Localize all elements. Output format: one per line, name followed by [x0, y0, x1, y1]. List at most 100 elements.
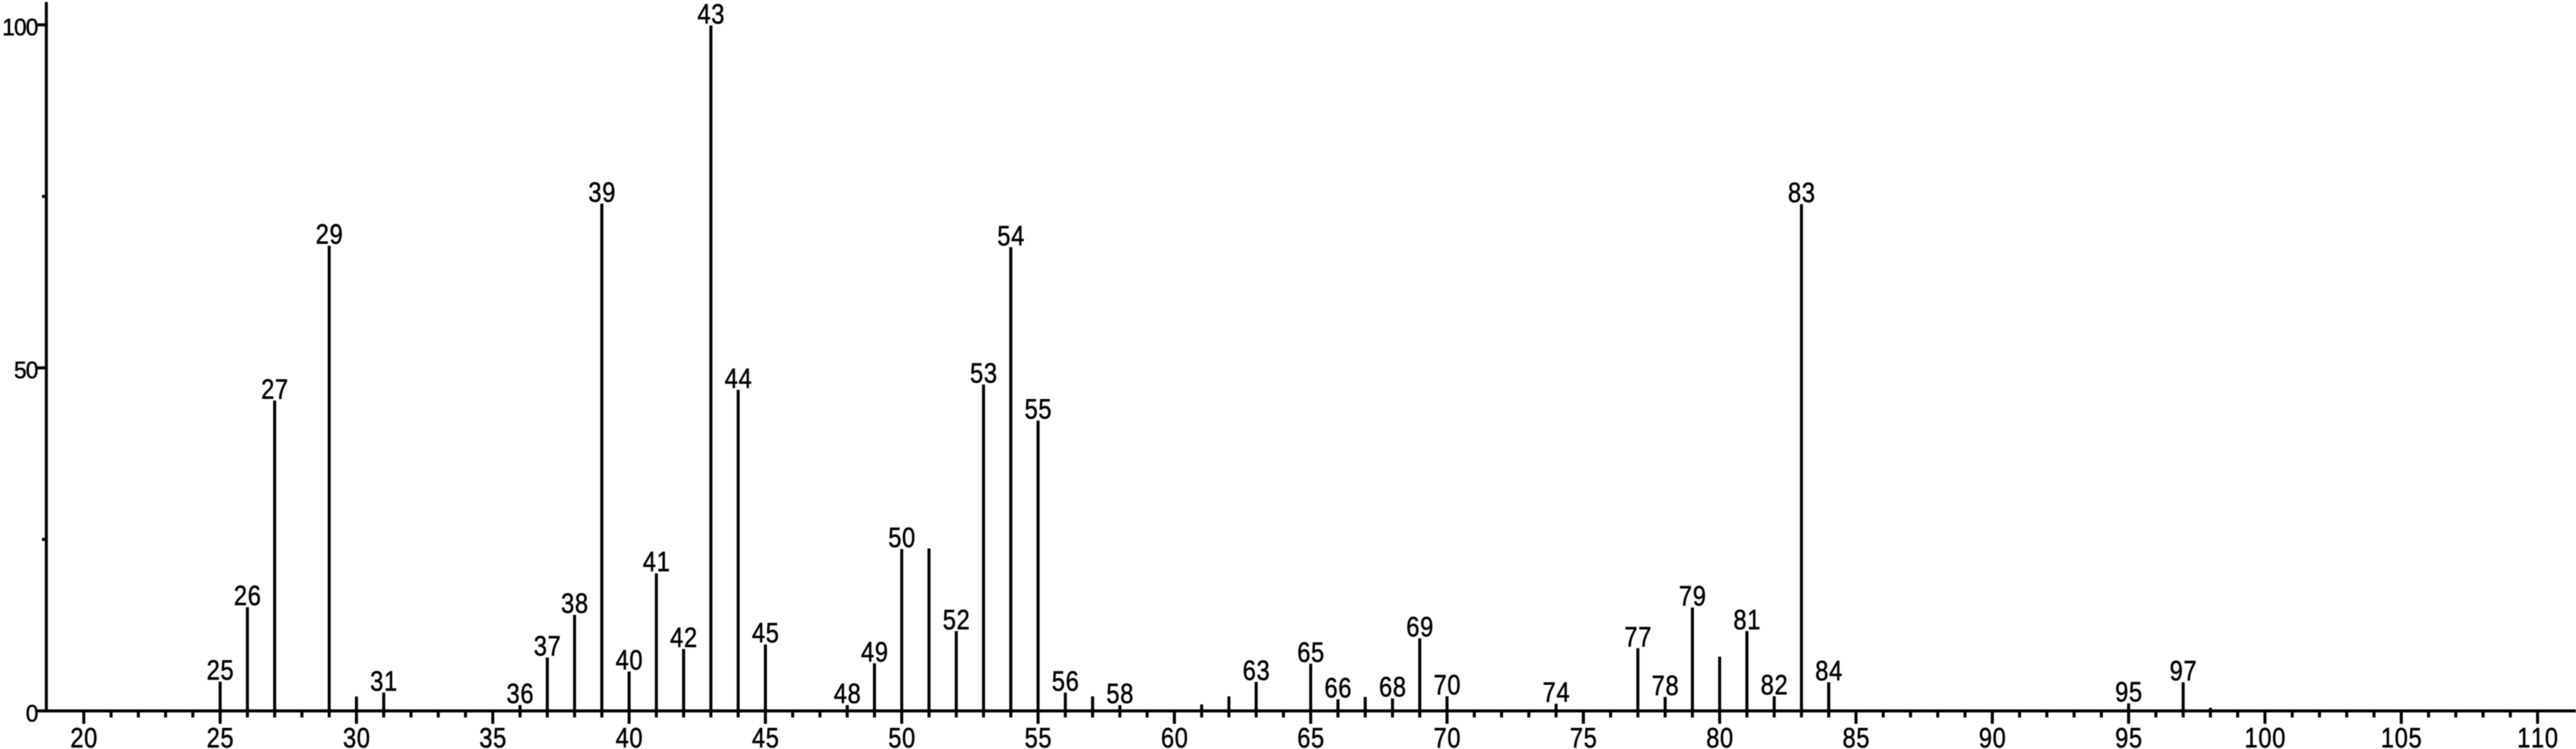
svg-text:0: 0 — [1447, 670, 1461, 701]
svg-text:5: 5 — [1025, 723, 1038, 749]
svg-text:6: 6 — [248, 581, 261, 611]
svg-text:4: 4 — [725, 363, 738, 394]
svg-text:2: 2 — [316, 219, 329, 250]
svg-text:8: 8 — [1761, 670, 1774, 701]
svg-text:1: 1 — [2244, 723, 2258, 749]
svg-text:7: 7 — [1434, 670, 1447, 701]
svg-text:6: 6 — [1324, 672, 1338, 703]
svg-text:6: 6 — [1242, 655, 1256, 686]
svg-text:3: 3 — [588, 177, 602, 208]
svg-text:5: 5 — [766, 618, 779, 649]
svg-text:5: 5 — [766, 723, 779, 749]
svg-text:9: 9 — [330, 219, 343, 250]
svg-text:3: 3 — [479, 723, 493, 749]
svg-text:2: 2 — [684, 622, 697, 653]
svg-text:0: 0 — [2258, 723, 2272, 749]
svg-text:9: 9 — [2115, 677, 2129, 707]
svg-text:8: 8 — [1665, 670, 1679, 701]
svg-text:5: 5 — [2129, 677, 2142, 707]
svg-text:7: 7 — [1679, 581, 1692, 612]
svg-text:7: 7 — [1434, 723, 1447, 749]
svg-text:9: 9 — [2115, 723, 2129, 749]
svg-text:0: 0 — [1447, 723, 1461, 749]
svg-text:9: 9 — [1420, 611, 1434, 642]
svg-text:4: 4 — [833, 679, 847, 709]
svg-text:0: 0 — [84, 723, 97, 749]
svg-text:1: 1 — [2517, 723, 2530, 749]
svg-text:8: 8 — [1393, 672, 1406, 703]
svg-text:8: 8 — [575, 588, 588, 619]
svg-text:9: 9 — [1979, 723, 1992, 749]
svg-text:0: 0 — [26, 15, 38, 41]
svg-text:6: 6 — [1406, 611, 1420, 642]
svg-text:0: 0 — [2272, 723, 2286, 749]
svg-text:4: 4 — [643, 547, 656, 578]
svg-text:0: 0 — [1720, 723, 1733, 749]
svg-text:8: 8 — [1815, 656, 1829, 687]
svg-text:5: 5 — [220, 655, 234, 686]
svg-text:5: 5 — [1583, 723, 1597, 749]
svg-text:5: 5 — [1106, 679, 1119, 709]
svg-text:1: 1 — [2381, 723, 2394, 749]
svg-text:4: 4 — [861, 637, 874, 668]
svg-text:3: 3 — [506, 679, 520, 709]
svg-text:8: 8 — [1120, 679, 1134, 709]
svg-text:6: 6 — [520, 679, 534, 709]
svg-text:8: 8 — [847, 679, 861, 709]
svg-text:0: 0 — [902, 522, 915, 553]
svg-text:6: 6 — [1066, 666, 1079, 697]
svg-text:2: 2 — [956, 605, 970, 636]
svg-text:4: 4 — [752, 723, 766, 749]
svg-text:0: 0 — [1992, 723, 2006, 749]
svg-text:3: 3 — [1802, 177, 1815, 208]
svg-text:3: 3 — [711, 0, 725, 30]
svg-text:5: 5 — [888, 723, 902, 749]
svg-text:2: 2 — [207, 655, 220, 686]
svg-text:4: 4 — [739, 363, 752, 394]
svg-text:1: 1 — [657, 547, 670, 578]
svg-text:6: 6 — [1379, 672, 1392, 703]
svg-text:5: 5 — [1038, 723, 1052, 749]
svg-text:6: 6 — [1338, 672, 1352, 703]
svg-text:2: 2 — [1774, 670, 1788, 701]
svg-text:4: 4 — [670, 622, 684, 653]
svg-text:7: 7 — [1624, 621, 1638, 652]
svg-text:5: 5 — [997, 221, 1011, 252]
svg-text:0: 0 — [14, 15, 27, 41]
svg-text:4: 4 — [1557, 677, 1570, 708]
svg-text:6: 6 — [1297, 637, 1311, 668]
svg-text:4: 4 — [1011, 221, 1025, 252]
svg-text:1: 1 — [2, 15, 15, 41]
svg-text:5: 5 — [943, 605, 956, 636]
svg-text:2: 2 — [261, 374, 275, 405]
svg-text:3: 3 — [370, 666, 383, 697]
svg-text:5: 5 — [1052, 666, 1065, 697]
svg-text:3: 3 — [1256, 655, 1270, 686]
svg-text:4: 4 — [1829, 656, 1843, 687]
svg-text:5: 5 — [1025, 394, 1038, 425]
svg-text:9: 9 — [1693, 581, 1706, 612]
svg-text:7: 7 — [1651, 670, 1665, 701]
svg-text:5: 5 — [1311, 723, 1324, 749]
svg-text:6: 6 — [1297, 723, 1311, 749]
svg-text:5: 5 — [1038, 394, 1052, 425]
svg-text:3: 3 — [561, 588, 574, 619]
svg-text:4: 4 — [616, 645, 629, 676]
svg-text:5: 5 — [888, 522, 902, 553]
svg-text:3: 3 — [534, 631, 547, 662]
svg-text:9: 9 — [875, 637, 888, 668]
svg-text:0: 0 — [2545, 723, 2559, 749]
svg-text:5: 5 — [220, 723, 234, 749]
svg-text:3: 3 — [343, 723, 357, 749]
svg-text:5: 5 — [2409, 723, 2422, 749]
svg-text:1: 1 — [384, 666, 398, 697]
svg-text:0: 0 — [629, 645, 643, 676]
svg-text:0: 0 — [1175, 723, 1188, 749]
svg-text:2: 2 — [207, 723, 220, 749]
svg-text:6: 6 — [1161, 723, 1175, 749]
svg-text:5: 5 — [2129, 723, 2142, 749]
svg-text:8: 8 — [1733, 605, 1747, 636]
svg-text:1: 1 — [2531, 723, 2544, 749]
svg-text:8: 8 — [1706, 723, 1720, 749]
svg-text:4: 4 — [752, 618, 766, 649]
